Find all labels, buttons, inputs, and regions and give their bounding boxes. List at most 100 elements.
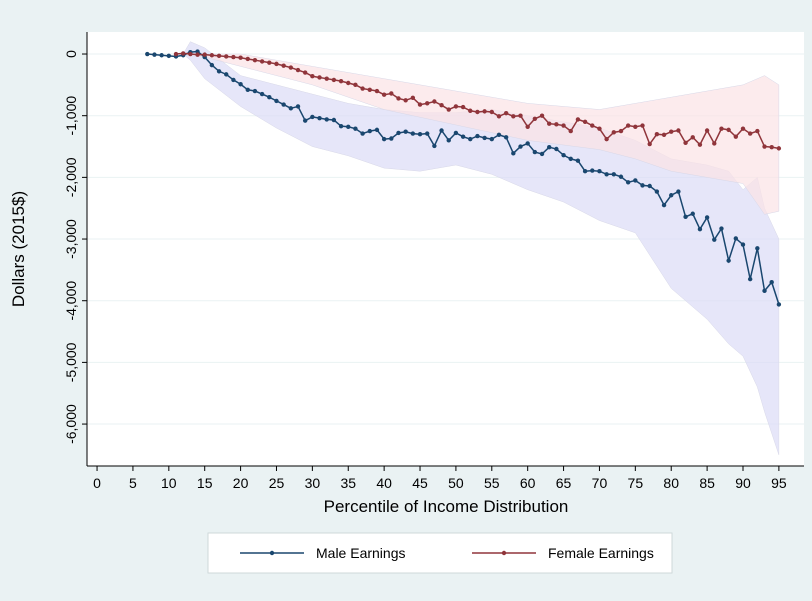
data-point [489, 109, 494, 115]
data-point [597, 168, 602, 174]
data-point [482, 109, 487, 114]
data-point [518, 113, 523, 118]
data-point [317, 115, 322, 121]
data-point [726, 127, 731, 133]
data-point [482, 135, 487, 141]
data-point [238, 82, 243, 87]
data-point [590, 123, 595, 128]
data-point [360, 131, 365, 136]
data-point [755, 128, 760, 134]
y-tick-label: -6,000 [63, 404, 79, 444]
data-point [396, 130, 401, 136]
x-tick-label: 40 [376, 475, 392, 491]
data-point [633, 178, 638, 183]
x-tick-label: 90 [735, 475, 751, 491]
x-tick-label: 65 [556, 475, 572, 491]
data-point [561, 123, 566, 128]
data-point [719, 226, 724, 231]
data-point [690, 135, 695, 140]
data-point [525, 141, 530, 146]
data-point [539, 113, 545, 118]
data-point [712, 141, 717, 146]
x-tick-label: 5 [129, 475, 137, 491]
data-point [676, 128, 681, 133]
data-point [346, 80, 351, 86]
data-point [432, 99, 437, 104]
data-point [245, 56, 250, 62]
x-tick-label: 0 [93, 475, 101, 491]
data-point [625, 123, 631, 128]
data-point [647, 141, 652, 147]
data-point [496, 114, 502, 119]
data-point [310, 74, 315, 79]
data-point [403, 98, 408, 103]
legend: Male Earnings Female Earnings [240, 545, 654, 561]
data-point [604, 172, 609, 177]
lines [145, 49, 782, 307]
data-point [195, 49, 200, 54]
data-point [439, 103, 444, 108]
data-point [267, 60, 272, 65]
data-point [697, 226, 703, 232]
legend-label: Male Earnings [316, 545, 406, 561]
data-point [381, 136, 387, 142]
y-axis-title: Dollars (2015$) [9, 191, 28, 307]
y-tick-label: -5,000 [63, 342, 79, 382]
data-point [460, 134, 466, 139]
x-tick-label: 35 [340, 475, 356, 491]
data-point [224, 54, 229, 59]
data-point [640, 183, 645, 188]
data-point [740, 126, 746, 131]
data-point [410, 131, 416, 136]
data-point [209, 62, 215, 68]
data-point [503, 111, 509, 116]
data-point [216, 69, 222, 74]
data-point [539, 151, 545, 157]
data-point [489, 136, 494, 142]
data-point [381, 92, 387, 97]
data-point [561, 152, 566, 158]
data-point [274, 98, 279, 104]
y-tick-label: -2,000 [63, 157, 79, 197]
y-tick-label: -4,000 [63, 281, 79, 321]
legend-marker [501, 550, 507, 556]
data-point [324, 117, 329, 122]
x-axis-title: Percentile of Income Distribution [324, 497, 569, 516]
data-point [554, 146, 559, 152]
data-point [568, 156, 573, 162]
data-point [582, 168, 588, 174]
data-point [733, 134, 739, 139]
data-point [396, 96, 401, 101]
data-point [353, 126, 358, 131]
data-point [503, 135, 509, 140]
x-tick-label: 95 [771, 475, 787, 491]
data-point [719, 126, 724, 131]
x-tick-label: 60 [520, 475, 536, 491]
data-point [152, 52, 157, 57]
data-point [525, 124, 530, 129]
data-point [460, 104, 466, 110]
data-point [353, 82, 358, 88]
data-point [410, 95, 416, 101]
data-point [403, 129, 408, 134]
data-point [511, 114, 516, 119]
data-point [446, 138, 451, 143]
data-point [453, 130, 459, 136]
x-tick-label: 70 [592, 475, 608, 491]
data-point [180, 51, 186, 56]
data-point [704, 215, 710, 220]
data-point [453, 104, 459, 109]
data-point [202, 52, 207, 57]
data-point [274, 61, 279, 67]
data-point [475, 133, 480, 139]
data-point [669, 193, 674, 198]
data-point [295, 104, 301, 109]
data-point [238, 55, 243, 60]
data-point [597, 126, 602, 131]
data-point [145, 51, 150, 57]
data-point [159, 53, 164, 58]
data-point [424, 131, 430, 136]
data-point [468, 108, 473, 113]
data-point [747, 276, 753, 282]
